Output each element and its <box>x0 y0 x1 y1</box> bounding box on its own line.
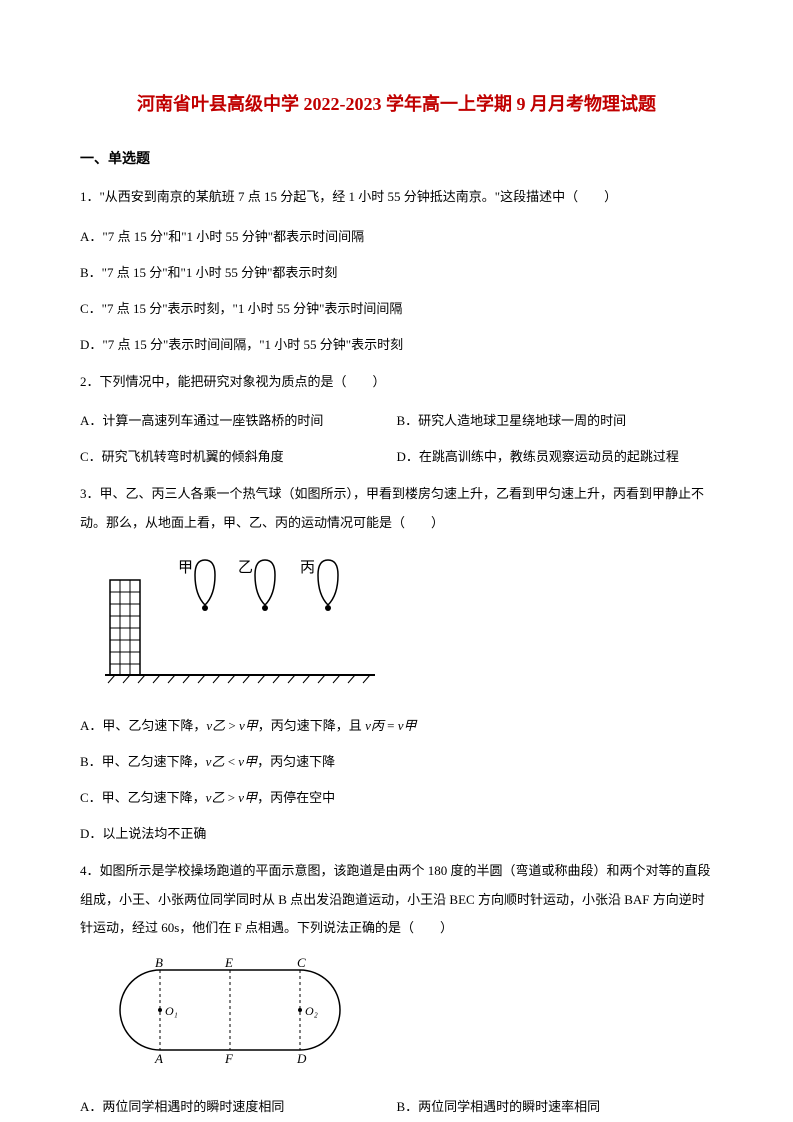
q3b-pre: B．甲、乙匀速下降， <box>80 754 206 769</box>
svg-text:乙: 乙 <box>238 560 253 576</box>
q3a-pre: A．甲、乙匀速下降， <box>80 718 206 733</box>
q3-stem: 3．甲、乙、丙三人各乘一个热气球（如图所示），甲看到楼房匀速上升，乙看到甲匀速上… <box>80 480 713 537</box>
var-v-yi: v乙 <box>206 718 225 733</box>
lt-1: < <box>224 754 238 769</box>
exam-title: 河南省叶县高级中学 2022-2023 学年高一上学期 9 月月考物理试题 <box>80 90 713 119</box>
svg-text:D: D <box>296 1051 307 1066</box>
q3c-pre: C．甲、乙匀速下降， <box>80 790 206 805</box>
balloon-jia: 甲 <box>178 560 215 611</box>
balloon-yi: 乙 <box>238 560 275 611</box>
var-v-jia: v甲 <box>239 718 258 733</box>
q2-option-d: D．在跳高训练中，教练员观察运动员的起跳过程 <box>397 444 714 470</box>
q2-option-a: A．计算一高速列车通过一座铁路桥的时间 <box>80 408 397 434</box>
var-v-yi-2: v乙 <box>206 754 225 769</box>
q3b-post: ，丙匀速下降 <box>257 754 335 769</box>
q1-option-d: D．"7 点 15 分"表示时间间隔，"1 小时 55 分钟"表示时刻 <box>80 332 713 358</box>
q3-option-c: C．甲、乙匀速下降，v乙 > v甲，丙停在空中 <box>80 785 713 811</box>
svg-text:O₁: O₁ <box>165 1004 178 1018</box>
q4-figure: B E C A F D O₁ O₂ <box>100 955 713 1079</box>
building-icon <box>110 580 140 675</box>
section-heading: 一、单选题 <box>80 149 713 171</box>
svg-text:C: C <box>297 955 306 970</box>
q3c-post: ，丙停在空中 <box>257 790 335 805</box>
q2-option-c: C．研究飞机转弯时机翼的倾斜角度 <box>80 444 397 470</box>
svg-text:O₂: O₂ <box>305 1004 318 1018</box>
q3-option-d: D．以上说法均不正确 <box>80 821 713 847</box>
q4-stem: 4．如图所示是学校操场跑道的平面示意图，该跑道是由两个 180 度的半圆（弯道或… <box>80 857 713 943</box>
q1-option-b: B．"7 点 15 分"和"1 小时 55 分钟"都表示时刻 <box>80 260 713 286</box>
svg-text:B: B <box>155 955 163 970</box>
q4-option-b: B．两位同学相遇时的瞬时速率相同 <box>397 1094 714 1120</box>
q3-figure: 甲 乙 丙 <box>100 550 713 699</box>
var-v-jia-3: v甲 <box>238 754 257 769</box>
svg-text:E: E <box>224 955 233 970</box>
q1-option-a: A．"7 点 15 分"和"1 小时 55 分钟"都表示时间间隔 <box>80 224 713 250</box>
var-v-jia-2: v甲 <box>398 718 417 733</box>
eq-1: = <box>384 718 398 733</box>
svg-text:甲: 甲 <box>178 560 193 576</box>
svg-text:F: F <box>224 1051 234 1066</box>
q3-option-a: A．甲、乙匀速下降，v乙 > v甲，丙匀速下降，且 v丙 = v甲 <box>80 713 713 739</box>
svg-text:A: A <box>154 1051 163 1066</box>
q1-stem: 1．"从西安到南京的某航班 7 点 15 分起飞，经 1 小时 55 分钟抵达南… <box>80 183 713 212</box>
gt-2: > <box>224 790 238 805</box>
var-v-bing: v丙 <box>365 718 384 733</box>
svg-text:丙: 丙 <box>300 560 315 576</box>
q4-option-a: A．两位同学相遇时的瞬时速度相同 <box>80 1094 397 1120</box>
var-v-jia-4: v甲 <box>238 790 257 805</box>
balloon-bing: 丙 <box>300 560 338 611</box>
q3a-mid: ，丙匀速下降，且 <box>258 718 365 733</box>
q1-option-c: C．"7 点 15 分"表示时刻，"1 小时 55 分钟"表示时间间隔 <box>80 296 713 322</box>
q2-stem: 2．下列情况中，能把研究对象视为质点的是（ ） <box>80 368 713 397</box>
ground-hatch <box>108 675 370 683</box>
var-v-yi-3: v乙 <box>206 790 225 805</box>
q3-option-b: B．甲、乙匀速下降，v乙 < v甲，丙匀速下降 <box>80 749 713 775</box>
q2-option-b: B．研究人造地球卫星绕地球一周的时间 <box>397 408 714 434</box>
gt-1: > <box>225 718 239 733</box>
